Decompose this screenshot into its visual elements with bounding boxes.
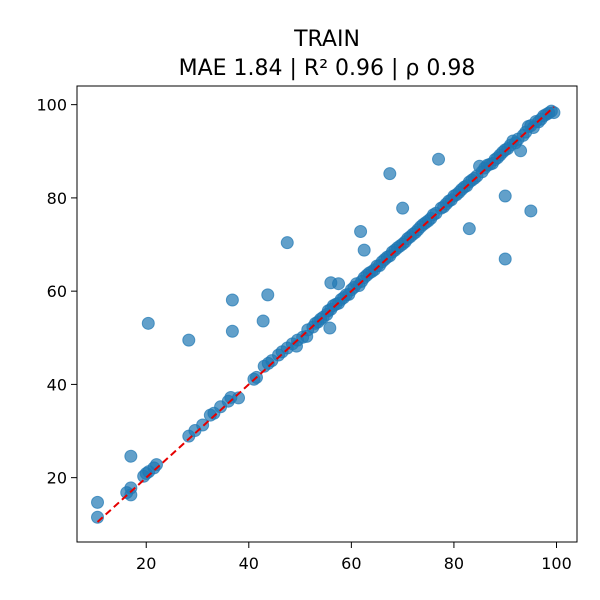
x-tick-label: 100 — [541, 554, 572, 573]
y-tick-label: 20 — [47, 469, 67, 488]
data-point — [383, 167, 397, 181]
y-tick-label: 60 — [47, 282, 67, 301]
x-tick-label: 60 — [341, 554, 361, 573]
reference-line-layer — [96, 106, 555, 523]
data-point — [524, 204, 538, 218]
data-point — [354, 224, 368, 238]
data-point — [547, 106, 561, 120]
data-point — [225, 293, 239, 307]
data-point — [432, 152, 446, 166]
data-point — [498, 189, 512, 203]
data-point — [141, 316, 155, 330]
data-point — [149, 458, 163, 472]
x-tick-label: 80 — [444, 554, 464, 573]
data-point — [232, 391, 246, 405]
data-point — [124, 481, 138, 495]
data-point — [91, 495, 105, 509]
x-tick-label: 20 — [136, 554, 156, 573]
data-point — [332, 277, 346, 291]
reference-line — [96, 106, 555, 523]
chart-title: TRAIN — [293, 27, 360, 52]
data-point — [396, 201, 410, 215]
data-point — [182, 333, 196, 347]
y-tick-label: 100 — [36, 96, 67, 115]
data-point — [357, 243, 371, 257]
data-point — [225, 324, 239, 338]
data-point — [462, 222, 476, 236]
data-point — [256, 314, 270, 328]
data-point — [261, 288, 275, 302]
axes-layer: 20 40 60 80 100 20 40 60 80 100 — [36, 85, 578, 573]
chart-subtitle: MAE 1.84 | R² 0.96 | ρ 0.98 — [179, 56, 476, 81]
data-point — [323, 321, 337, 335]
data-point — [280, 236, 294, 250]
data-point — [498, 252, 512, 266]
data-point — [124, 449, 138, 463]
data-point — [514, 144, 528, 158]
y-tick-label: 80 — [47, 189, 67, 208]
x-tick-label: 40 — [239, 554, 259, 573]
plot-frame — [76, 85, 578, 543]
y-tick-label: 40 — [47, 375, 67, 394]
